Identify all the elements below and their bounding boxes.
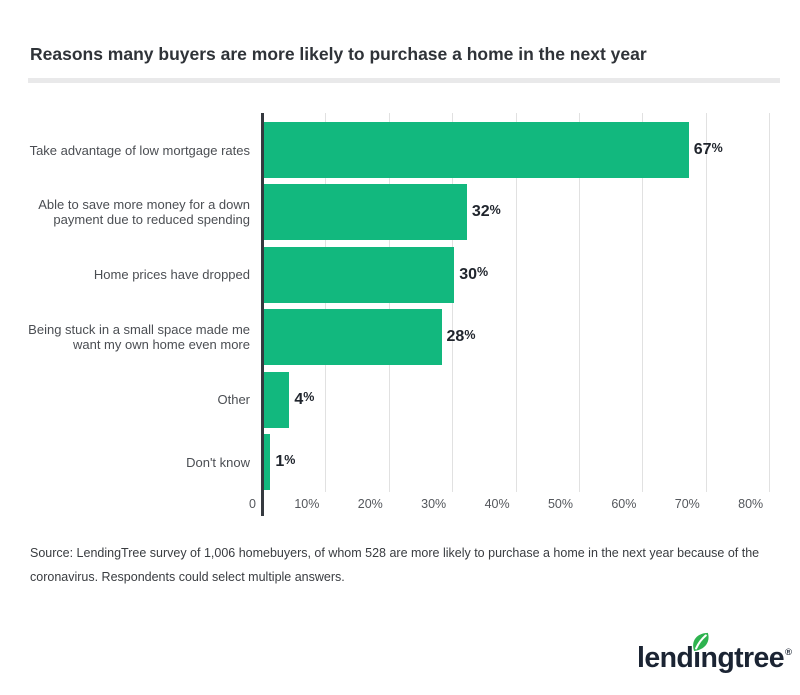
x-tick-label: 50% — [547, 497, 573, 511]
x-tick-label: 10% — [294, 497, 320, 511]
y-axis-line — [261, 113, 264, 516]
bar-value-label: 67% — [693, 140, 723, 159]
bar-value-label: 30% — [459, 265, 489, 283]
x-tick-label: 60% — [611, 497, 637, 511]
category-label: Home prices have dropped — [93, 267, 250, 283]
x-tick-label: 80% — [738, 497, 764, 511]
bar-value-label: 32% — [471, 202, 501, 221]
category-label: Take advantage of low mortgage rates — [29, 142, 250, 158]
category-label: Able to save more money for a down paymen… — [38, 197, 250, 228]
source-line: Source: LendingTree survey of 1,006 home… — [30, 546, 760, 560]
bar — [264, 371, 290, 428]
logo-wordmark: lendıngtree — [637, 642, 785, 674]
gridline — [515, 113, 517, 492]
x-tick-label: 20% — [357, 497, 383, 511]
x-tick-label: 30% — [421, 497, 447, 511]
source-line: coronavirus. Respondents could select mu… — [30, 570, 345, 584]
bar — [264, 309, 442, 366]
bar — [264, 122, 689, 178]
bar — [264, 184, 467, 241]
gridline — [769, 113, 771, 492]
source-note: Source: LendingTree survey of 1,006 home… — [30, 541, 759, 589]
gridline — [642, 113, 644, 492]
chart-title: Reasons many buyers are more likely to p… — [30, 44, 647, 64]
category-label: Other — [217, 392, 250, 408]
bar — [264, 434, 271, 490]
bar-value-label: 4% — [294, 390, 315, 408]
lendingtree-logo: lendıngtree® — [637, 632, 793, 684]
gridline — [705, 113, 707, 492]
x-tick-label: 70% — [674, 497, 700, 511]
x-tick-label: 40% — [484, 497, 510, 511]
title-divider — [28, 78, 780, 83]
bar-value-label: 1% — [275, 452, 296, 471]
gridline — [579, 113, 580, 492]
category-label: Being stuck in a small space made me want… — [28, 322, 250, 353]
bar-value-label: 28% — [446, 327, 476, 346]
x-tick-label: 0 — [249, 497, 256, 511]
registered-trademark: ® — [785, 647, 793, 658]
leaf-icon — [688, 630, 713, 654]
category-label: Don't know — [186, 454, 250, 470]
bar — [264, 246, 455, 303]
